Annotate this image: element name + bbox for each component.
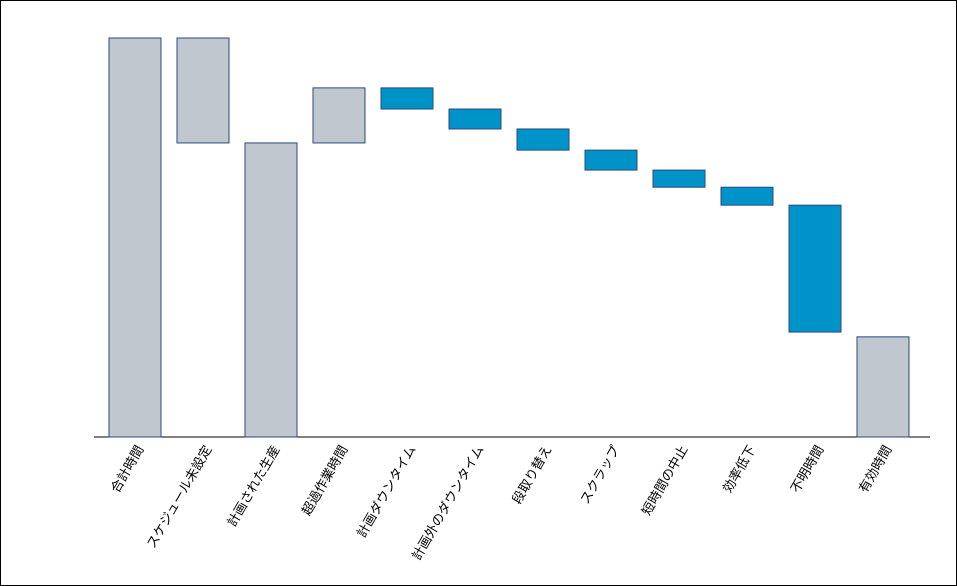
bar — [380, 87, 434, 110]
bar — [788, 204, 842, 333]
bar — [448, 108, 502, 130]
bar — [108, 37, 162, 438]
bar — [244, 142, 298, 438]
bar — [176, 37, 230, 144]
bar — [516, 128, 570, 151]
bar — [312, 87, 366, 144]
bar — [856, 336, 910, 438]
bar — [652, 169, 706, 188]
bar — [720, 186, 774, 206]
bar — [584, 149, 638, 171]
